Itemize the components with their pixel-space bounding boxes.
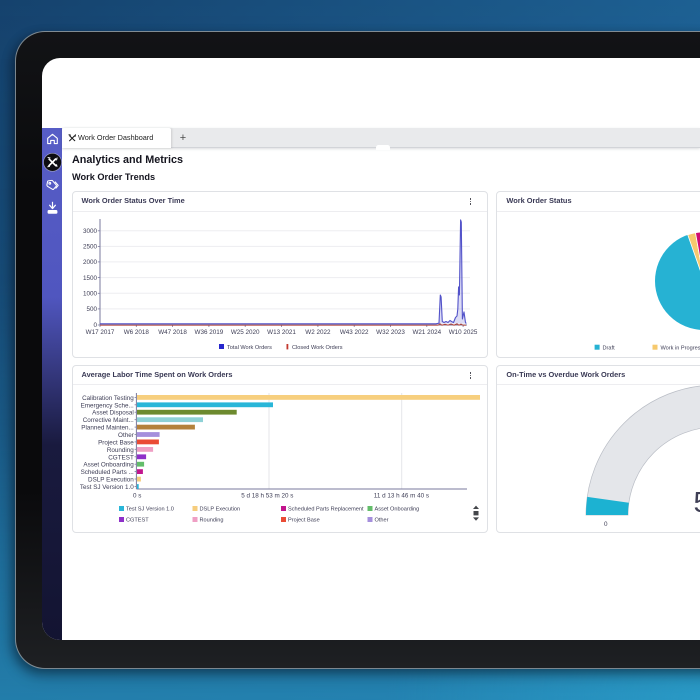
svg-text:Rounding: Rounding [107,447,134,454]
svg-text:W21 2024: W21 2024 [412,329,441,336]
svg-text:5: 5 [694,487,700,519]
svg-text:Test SJ Version 1.0: Test SJ Version 1.0 [80,484,134,491]
svg-text:W43 2022: W43 2022 [340,329,369,336]
svg-text:W10 2025: W10 2025 [449,329,478,336]
svg-text:W6 2018: W6 2018 [124,329,150,336]
svg-text:CGTEST: CGTEST [126,518,149,524]
svg-text:W25 2020: W25 2020 [231,329,260,336]
svg-text:11 d 13 h 46 m 40 s: 11 d 13 h 46 m 40 s [374,493,429,500]
svg-text:Calibration Testing: Calibration Testing [82,395,134,402]
svg-text:Closed Work Orders: Closed Work Orders [292,345,343,351]
svg-text:0 s: 0 s [133,493,141,500]
svg-text:W36 2019: W36 2019 [195,329,224,336]
svg-text:DSLP Execution: DSLP Execution [200,507,241,513]
svg-text:5 d 18 h 53 m 20 s: 5 d 18 h 53 m 20 s [241,493,293,500]
svg-text:Asset Disposal: Asset Disposal [92,410,134,417]
svg-text:Test SJ Version 1.0: Test SJ Version 1.0 [126,507,174,513]
svg-text:Corrective Maint...: Corrective Maint... [83,417,134,424]
svg-text:Asset Onboarding: Asset Onboarding [375,507,420,513]
svg-text:2500: 2500 [83,244,98,251]
svg-text:Work in Progress: Work in Progress [661,345,700,351]
svg-text:W32 2023: W32 2023 [376,329,405,336]
svg-text:CGTEST: CGTEST [108,454,134,461]
svg-text:Total Work Orders: Total Work Orders [227,345,272,351]
svg-text:Project Base: Project Base [98,439,134,446]
svg-text:W2 2022: W2 2022 [305,329,331,336]
svg-text:Scheduled Parts Replacement: Scheduled Parts Replacement [288,507,364,513]
svg-text:W13 2021: W13 2021 [267,329,296,336]
svg-text:Planned Mainten...: Planned Mainten... [81,425,134,432]
svg-text:Other: Other [118,432,134,439]
svg-text:W17 2017: W17 2017 [86,329,115,336]
svg-text:Emergency Sche...: Emergency Sche... [81,402,134,409]
svg-text:W47 2018: W47 2018 [158,329,187,336]
svg-text:2000: 2000 [83,259,98,266]
svg-text:Asset Onboarding: Asset Onboarding [83,462,134,469]
svg-text:Rounding: Rounding [200,518,224,524]
svg-text:Project Base: Project Base [288,518,320,524]
svg-text:Scheduled Parts ...: Scheduled Parts ... [81,469,134,476]
svg-text:DSLP Execution: DSLP Execution [88,477,134,484]
svg-text:1500: 1500 [83,275,98,282]
svg-text:3000: 3000 [83,228,98,235]
svg-text:0: 0 [604,521,608,528]
svg-text:Other: Other [375,518,389,524]
svg-text:0: 0 [93,322,97,329]
svg-text:500: 500 [86,306,97,313]
svg-text:1000: 1000 [83,291,98,298]
svg-text:Draft: Draft [603,345,616,351]
